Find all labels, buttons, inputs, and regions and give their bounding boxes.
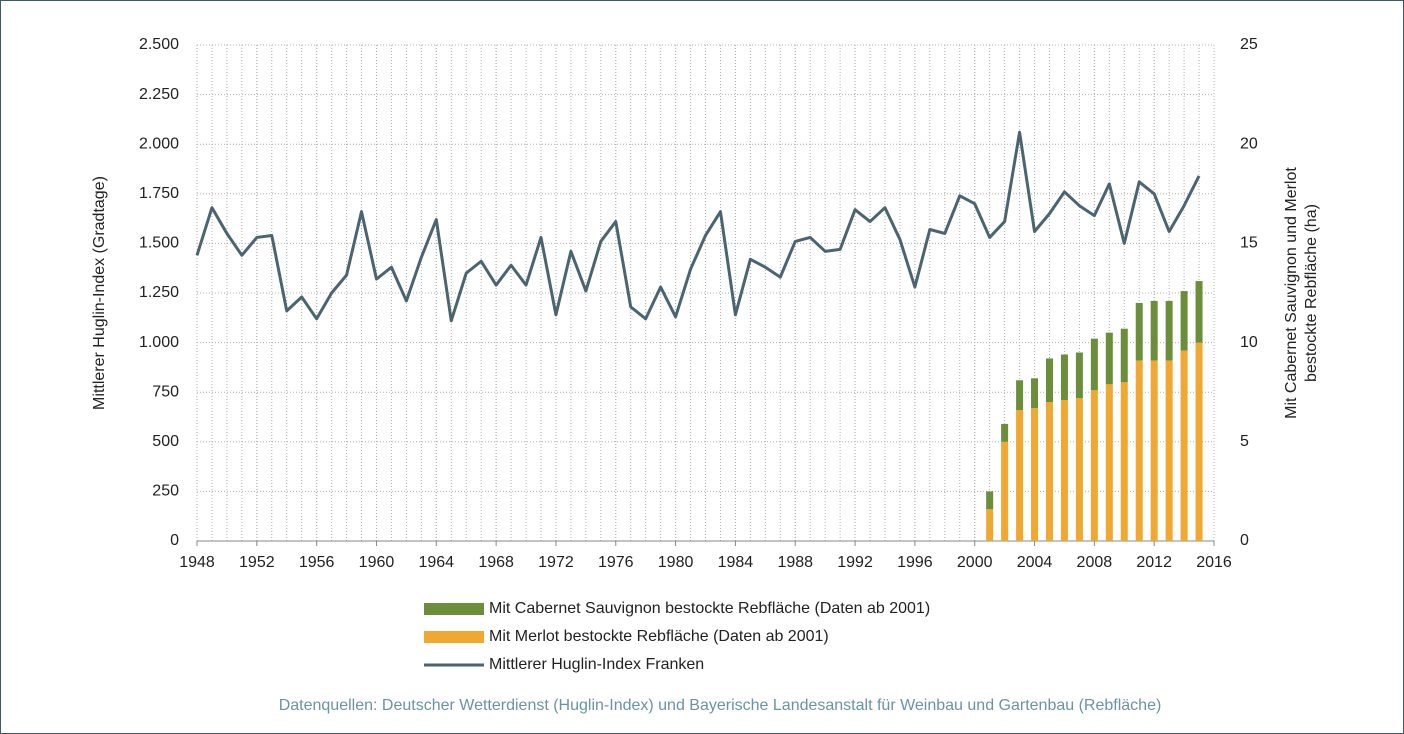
bar	[1075, 398, 1083, 541]
y2-tick-label: 10	[1240, 334, 1258, 351]
bar	[1031, 378, 1039, 409]
x-tick-label: 2004	[1017, 554, 1053, 571]
y-tick-label: 750	[152, 383, 179, 400]
x-tick-label: 1988	[777, 554, 813, 571]
legend-label: Mit Merlot bestockte Rebfläche (Daten ab…	[489, 628, 829, 645]
bar	[1045, 358, 1053, 403]
y-tick-label: 500	[152, 433, 179, 450]
y-axis-label: Mittlerer Huglin-Index (Gradtage)	[91, 176, 108, 410]
x-tick-label: 1976	[598, 554, 634, 571]
y-tick-label: 1.750	[139, 185, 179, 202]
bar	[1180, 350, 1188, 541]
x-tick-label: 1972	[538, 554, 574, 571]
legend-label: Mittlerer Huglin-Index Franken	[489, 656, 704, 673]
bar	[1031, 408, 1039, 541]
bar	[1105, 384, 1113, 541]
y2-tick-label: 25	[1240, 36, 1258, 53]
bar	[1195, 342, 1203, 541]
x-tick-label: 1968	[478, 554, 514, 571]
y2-tick-label: 15	[1240, 235, 1258, 252]
bar	[1150, 360, 1158, 541]
bar	[1045, 402, 1053, 541]
legend-swatch	[424, 631, 484, 643]
y2-axis-label: bestockte Rebfläche (ha)	[1303, 204, 1320, 382]
y-tick-label: 2.000	[139, 135, 179, 152]
bar	[986, 491, 994, 510]
y2-tick-label: 20	[1240, 135, 1258, 152]
bar	[1016, 410, 1024, 541]
y2-axis-label: Mit Cabernet Sauvignon und Merlot	[1283, 167, 1300, 419]
bar	[1090, 338, 1098, 391]
bar	[1165, 360, 1173, 541]
bar	[1060, 354, 1068, 401]
x-tick-label: 1952	[239, 554, 275, 571]
bar	[1001, 441, 1009, 541]
legend-swatch	[424, 603, 484, 615]
x-tick-label: 2016	[1196, 554, 1232, 571]
y-tick-label: 0	[170, 532, 179, 549]
bar	[1150, 300, 1158, 361]
legend-label: Mit Cabernet Sauvignon bestockte Rebfläc…	[489, 600, 930, 617]
x-tick-label: 1948	[179, 554, 215, 571]
bar	[1180, 291, 1188, 351]
bar	[1016, 380, 1024, 411]
bar	[1105, 332, 1113, 385]
bar	[1120, 382, 1128, 541]
x-tick-label: 1996	[897, 554, 933, 571]
bar	[1195, 281, 1203, 343]
bar	[1075, 352, 1083, 399]
y-tick-label: 250	[152, 483, 179, 500]
y-tick-label: 2.500	[139, 36, 179, 53]
x-tick-label: 2012	[1136, 554, 1172, 571]
y-tick-label: 1.250	[139, 284, 179, 301]
x-tick-label: 1992	[837, 554, 873, 571]
source-note: Datenquellen: Deutscher Wetterdienst (Hu…	[279, 697, 1162, 714]
bar	[1135, 360, 1143, 541]
y-tick-label: 2.250	[139, 86, 179, 103]
x-tick-label: 1964	[418, 554, 454, 571]
x-tick-label: 1960	[359, 554, 395, 571]
x-tick-label: 1980	[658, 554, 694, 571]
y2-tick-label: 0	[1240, 532, 1249, 549]
bar	[1135, 302, 1143, 361]
x-tick-label: 1956	[299, 554, 335, 571]
bar	[1090, 390, 1098, 541]
bar	[986, 509, 994, 541]
bar	[1165, 300, 1173, 361]
line-series	[195, 130, 1201, 323]
bar	[1120, 328, 1128, 383]
y-tick-label: 1.000	[139, 334, 179, 351]
bar	[1001, 423, 1009, 442]
x-tick-label: 2000	[957, 554, 993, 571]
x-tick-label: 2008	[1077, 554, 1113, 571]
bar	[1060, 400, 1068, 541]
y2-tick-label: 5	[1240, 433, 1249, 450]
y-tick-label: 1.500	[139, 235, 179, 252]
x-tick-label: 1984	[718, 554, 754, 571]
